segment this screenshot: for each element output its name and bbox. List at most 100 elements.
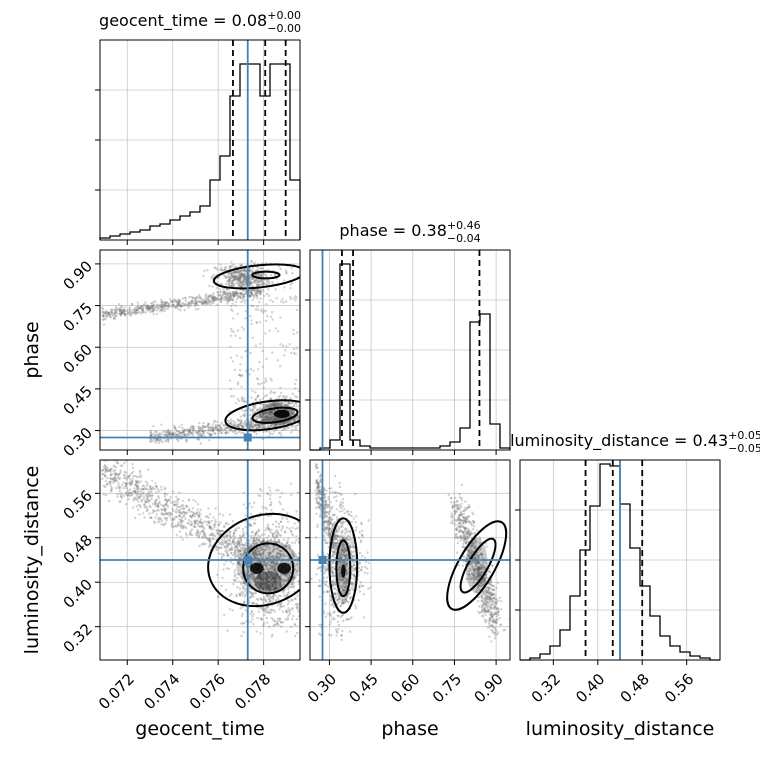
sample-point [275, 530, 278, 533]
sample-point [230, 293, 233, 296]
sample-point [240, 263, 244, 266]
sample-point [255, 291, 259, 294]
scatter_phase_vs_geocent-panel: 0.300.450.600.750.90 [60, 249, 315, 460]
sample-point [240, 291, 243, 295]
sample-point [237, 276, 240, 280]
sample-point [162, 509, 165, 512]
sample-point [209, 433, 213, 436]
sample-point [275, 563, 279, 566]
sample-point [271, 533, 274, 536]
sample-point [163, 430, 167, 433]
sample-point [150, 494, 154, 498]
sample-point [288, 544, 291, 547]
sample-point [164, 304, 168, 308]
sample-point [114, 473, 118, 477]
sample-point [256, 425, 260, 428]
sample-point [314, 637, 316, 639]
sample-point [166, 428, 170, 431]
sample-point [300, 406, 302, 408]
sample-point [269, 392, 272, 395]
sample-point [239, 563, 242, 567]
sample-point [313, 420, 315, 422]
sample-point [112, 469, 115, 473]
sample-point [232, 540, 236, 544]
sample-point [269, 410, 272, 413]
sample-point [155, 498, 158, 502]
sample-point [217, 424, 220, 427]
sample-point [270, 411, 273, 414]
sample-point [249, 592, 253, 595]
sample-point [232, 271, 235, 274]
sample-point [287, 537, 290, 540]
sample-point [286, 591, 290, 595]
sample-point [216, 297, 220, 301]
sample-point [233, 270, 236, 274]
sample-point [262, 549, 266, 552]
sample-point [291, 553, 294, 556]
sample-point [269, 552, 272, 555]
sample-point [263, 395, 267, 398]
sample-point [154, 441, 157, 444]
sample-point [268, 588, 271, 592]
sample-point [270, 562, 273, 566]
sample-point [267, 424, 270, 427]
sample-point [239, 292, 243, 295]
sample-point [273, 568, 276, 572]
sample-point [238, 594, 242, 597]
sample-point [275, 572, 278, 576]
sample-point [289, 482, 293, 485]
sample-point [182, 510, 186, 514]
sample-point [233, 554, 237, 558]
sample-point [151, 310, 155, 313]
sample-point [294, 402, 297, 405]
sample-point [165, 512, 169, 516]
sample-point [120, 311, 124, 315]
sample-point [250, 610, 253, 613]
sample-point [120, 304, 123, 308]
sample-point [185, 439, 188, 442]
sample-point [286, 576, 290, 580]
sample-point [198, 512, 202, 515]
sample-point [239, 292, 243, 296]
sample-point [263, 576, 266, 579]
sample-point [256, 547, 259, 550]
sample-point [275, 401, 279, 404]
sample-point [219, 290, 222, 294]
sample-point [232, 542, 235, 545]
sample-point [220, 557, 224, 560]
sample-point [207, 522, 211, 525]
sample-point [290, 281, 294, 285]
sample-point [232, 532, 235, 535]
sample-point [207, 423, 210, 426]
sample-point [264, 582, 268, 585]
sample-point [263, 572, 266, 575]
sample-point [196, 530, 200, 533]
sample-point [230, 265, 233, 269]
sample-point [272, 418, 276, 421]
sample-point [233, 276, 237, 279]
sample-point [257, 575, 261, 579]
sample-point [197, 430, 201, 433]
sample-point [279, 534, 283, 537]
sample-point [218, 298, 221, 301]
sample-point [182, 526, 185, 530]
sample-point [257, 284, 261, 287]
sample-point [149, 439, 152, 443]
sample-point [261, 539, 265, 542]
sample-point [182, 430, 186, 434]
sample-point [148, 307, 152, 310]
sample-point [163, 488, 167, 491]
sample-point [198, 430, 201, 434]
sample-point [251, 336, 254, 339]
sample-point [289, 297, 293, 301]
sample-point [211, 427, 214, 430]
sample-point [271, 415, 275, 418]
sample-point [208, 540, 211, 544]
sample-point [125, 493, 128, 496]
sample-point [253, 579, 256, 583]
sample-point [130, 482, 133, 485]
sample-point [219, 263, 222, 266]
sample-point [301, 410, 303, 412]
sample-point [297, 541, 300, 544]
sample-point [152, 307, 155, 311]
